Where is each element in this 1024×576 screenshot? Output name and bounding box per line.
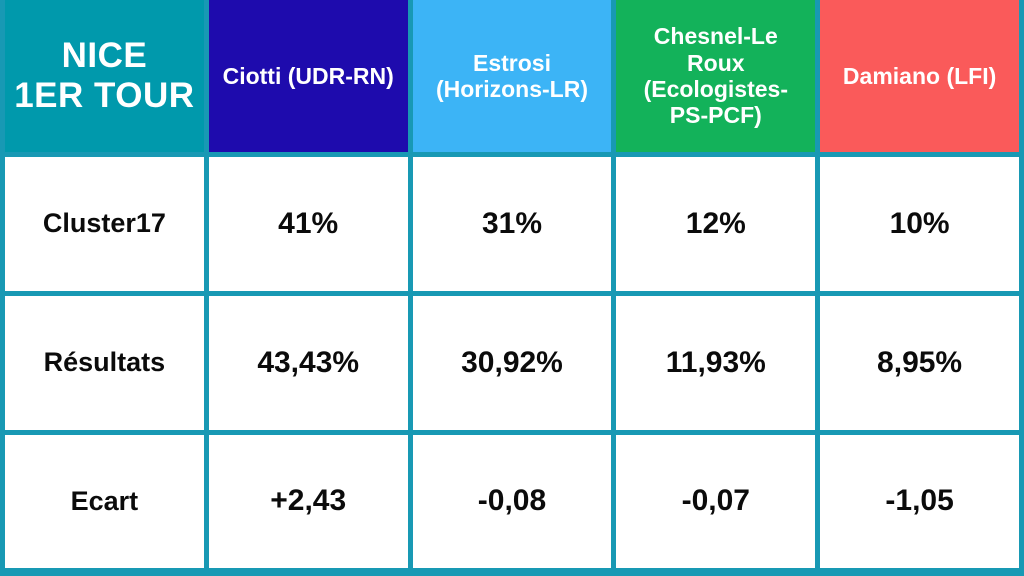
column-header-damiano: Damiano (LFI) <box>820 0 1019 152</box>
cell-ecart-damiano: -1,05 <box>820 435 1019 568</box>
row-label-cluster17: Cluster17 <box>5 157 204 291</box>
cell-resultats-chesnel: 11,93% <box>616 296 816 430</box>
cell-resultats-ciotti: 43,43% <box>208 296 408 430</box>
cell-resultats-estrosi: 30,92% <box>412 296 612 430</box>
cell-ecart-estrosi: -0,08 <box>412 435 612 568</box>
cell-ecart-chesnel: -0,07 <box>616 435 816 568</box>
column-header-estrosi: Estrosi (Horizons-LR) <box>412 0 612 152</box>
cell-cluster17-ciotti: 41% <box>208 157 408 291</box>
table-title: NICE 1ER TOUR <box>5 0 204 152</box>
row-label-ecart: Ecart <box>5 435 204 568</box>
row-label-resultats: Résultats <box>5 296 204 430</box>
column-header-chesnel-le-roux: Chesnel-Le Roux (Ecologistes- PS-PCF) <box>616 0 816 152</box>
cell-ecart-ciotti: +2,43 <box>208 435 408 568</box>
cell-resultats-damiano: 8,95% <box>820 296 1019 430</box>
cell-cluster17-chesnel: 12% <box>616 157 816 291</box>
cell-cluster17-damiano: 10% <box>820 157 1019 291</box>
column-header-ciotti: Ciotti (UDR-RN) <box>208 0 408 152</box>
cell-cluster17-estrosi: 31% <box>412 157 612 291</box>
